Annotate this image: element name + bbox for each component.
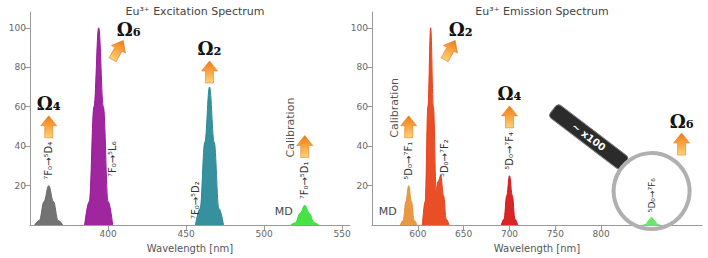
svg-text:Ω₂: Ω₂ <box>198 38 222 59</box>
svg-text:40: 40 <box>15 141 27 151</box>
svg-text:⁷F₀→⁵D₂: ⁷F₀→⁵D₂ <box>190 181 201 219</box>
svg-text:750: 750 <box>547 229 564 239</box>
svg-text:550: 550 <box>334 229 351 239</box>
svg-text:MD: MD <box>275 205 293 218</box>
svg-text:400: 400 <box>99 229 116 239</box>
svg-text:650: 650 <box>455 229 472 239</box>
svg-text:⁷F₀→⁵D₄: ⁷F₀→⁵D₄ <box>43 142 54 180</box>
svg-text:600: 600 <box>409 229 426 239</box>
svg-text:100: 100 <box>9 23 26 33</box>
svg-text:Eu³⁺ Excitation Spectrum: Eu³⁺ Excitation Spectrum <box>126 5 265 18</box>
svg-text:Wavelength [nm]: Wavelength [nm] <box>494 243 580 254</box>
svg-text:⁵D₀→⁷F₆: ⁵D₀→⁷F₆ <box>647 178 657 212</box>
svg-text:60: 60 <box>357 102 369 112</box>
svg-text:700: 700 <box>501 229 518 239</box>
svg-text:Ω₆: Ω₆ <box>670 111 694 132</box>
svg-text:80: 80 <box>357 62 369 72</box>
svg-text:Wavelength [nm]: Wavelength [nm] <box>147 243 233 254</box>
svg-text:800: 800 <box>593 229 610 239</box>
svg-text:⁵D₀→⁷F₂: ⁵D₀→⁷F₂ <box>439 139 450 177</box>
svg-text:Calibration: Calibration <box>388 78 401 138</box>
svg-text:100: 100 <box>351 23 368 33</box>
svg-text:Ω₂: Ω₂ <box>449 19 473 40</box>
svg-text:⁵D₀→⁷F₄: ⁵D₀→⁷F₄ <box>504 132 515 170</box>
svg-text:60: 60 <box>15 102 27 112</box>
svg-text:500: 500 <box>256 229 273 239</box>
svg-text:20: 20 <box>15 181 27 191</box>
svg-text:Eu³⁺ Emission Spectrum: Eu³⁺ Emission Spectrum <box>475 5 608 18</box>
svg-text:~ x100: ~ x100 <box>570 121 608 153</box>
svg-text:20: 20 <box>357 181 369 191</box>
svg-text:MD: MD <box>379 205 397 218</box>
svg-text:Ω₄: Ω₄ <box>498 83 522 104</box>
svg-text:40: 40 <box>357 141 369 151</box>
svg-text:Ω₆: Ω₆ <box>117 19 141 40</box>
svg-text:⁷F₀→⁵D₁: ⁷F₀→⁵D₁ <box>299 161 310 199</box>
svg-text:Ω₄: Ω₄ <box>37 93 61 114</box>
svg-text:80: 80 <box>15 62 27 72</box>
svg-text:Calibration: Calibration <box>284 98 297 158</box>
svg-text:450: 450 <box>178 229 195 239</box>
svg-text:⁵D₀→⁷F₁: ⁵D₀→⁷F₁ <box>403 142 414 180</box>
svg-text:⁷F₀→⁵L₆: ⁷F₀→⁵L₆ <box>107 141 118 177</box>
